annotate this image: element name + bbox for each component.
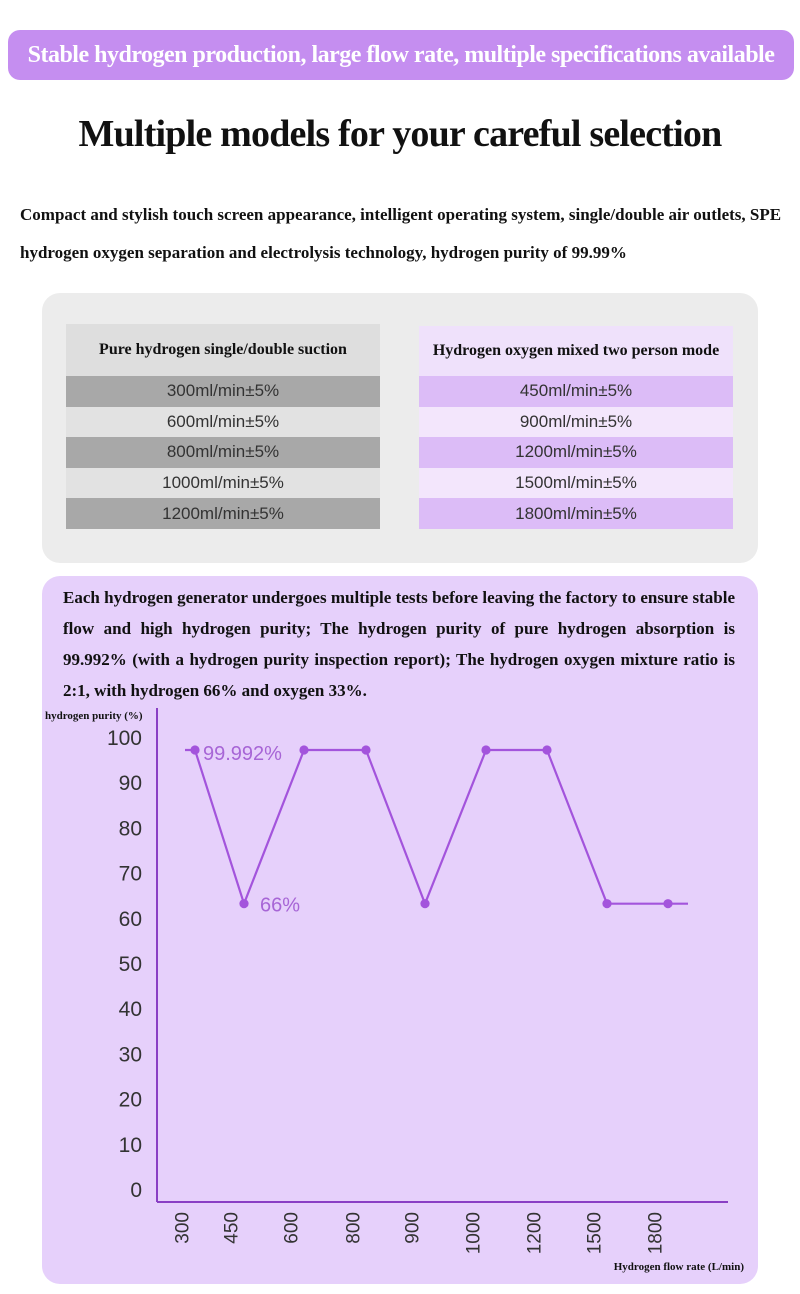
y-tick-label: 90 <box>119 772 142 795</box>
intro-paragraph: Compact and stylish touch screen appeara… <box>20 205 782 262</box>
data-point <box>420 899 430 909</box>
table-row: 1200ml/min±5% <box>419 437 733 468</box>
data-point <box>299 745 309 755</box>
y-tick-label: 60 <box>119 908 142 931</box>
table-row: 1500ml/min±5% <box>419 467 733 499</box>
data-label: 66% <box>260 895 300 917</box>
x-tick-label: 300 <box>173 1212 194 1244</box>
data-point <box>542 745 552 755</box>
y-tick-label: 10 <box>119 1134 142 1157</box>
table-row: 450ml/min±5% <box>419 376 733 407</box>
data-point <box>239 899 249 909</box>
y-tick-label: 30 <box>119 1043 142 1066</box>
x-tick-label: 600 <box>282 1212 303 1244</box>
table-row: 600ml/min±5% <box>66 406 380 438</box>
annotations: 99.992% 66% <box>203 743 300 917</box>
y-tick-label: 40 <box>119 998 142 1021</box>
chart-panel <box>42 576 758 1284</box>
mixed-mode-table: Hydrogen oxygen mixed two person mode 45… <box>419 326 733 529</box>
x-tick-label: 1000 <box>464 1212 485 1254</box>
banner-text: Stable hydrogen production, large flow r… <box>27 41 775 68</box>
table-row: 1000ml/min±5% <box>66 467 380 499</box>
x-tick-label: 450 <box>222 1212 243 1244</box>
mixed-mode-header: Hydrogen oxygen mixed two person mode <box>419 326 733 376</box>
purity-series <box>185 745 688 909</box>
table-row: 900ml/min±5% <box>419 406 733 438</box>
table-row: 1800ml/min±5% <box>419 498 733 529</box>
data-point <box>481 745 491 755</box>
y-tick-label: 100 <box>107 727 142 750</box>
x-tick-label: 800 <box>344 1212 365 1244</box>
y-tick-label: 80 <box>119 817 142 840</box>
table-row: 800ml/min±5% <box>66 437 380 468</box>
data-point <box>190 745 200 755</box>
data-label: 99.992% <box>203 743 282 765</box>
table-row: 1200ml/min±5% <box>66 498 380 529</box>
table-row: 300ml/min±5% <box>66 376 380 407</box>
y-tick-label: 20 <box>119 1089 142 1112</box>
y-tick-label: 0 <box>130 1179 142 1202</box>
series-line <box>185 748 688 905</box>
test-note-paragraph: Each hydrogen generator undergoes multip… <box>63 588 735 700</box>
y-axis-label: hydrogen purity (%) <box>45 710 143 722</box>
page-title: Multiple models for your careful selecti… <box>78 113 723 155</box>
x-ticks: 300 450 600 800 900 1000 1200 1500 1800 <box>173 1212 667 1254</box>
data-point <box>602 899 612 909</box>
data-point <box>663 899 673 909</box>
top-banner: Stable hydrogen production, large flow r… <box>8 30 794 80</box>
x-tick-label: 900 <box>403 1212 424 1244</box>
specs-panel: Pure hydrogen single/double suction 300m… <box>42 293 758 563</box>
data-point <box>361 745 371 755</box>
y-ticks: 0 10 20 30 40 50 60 70 80 90 100 <box>107 727 142 1202</box>
x-tick-label: 1200 <box>525 1212 546 1254</box>
x-axis-label: Hydrogen flow rate (L/min) <box>614 1261 745 1273</box>
y-tick-label: 70 <box>119 863 142 886</box>
pure-hydrogen-table: Pure hydrogen single/double suction 300m… <box>66 324 380 529</box>
x-tick-label: 1500 <box>585 1212 606 1254</box>
y-tick-label: 50 <box>119 953 142 976</box>
x-tick-label: 1800 <box>646 1212 667 1254</box>
pure-hydrogen-header: Pure hydrogen single/double suction <box>66 324 380 376</box>
